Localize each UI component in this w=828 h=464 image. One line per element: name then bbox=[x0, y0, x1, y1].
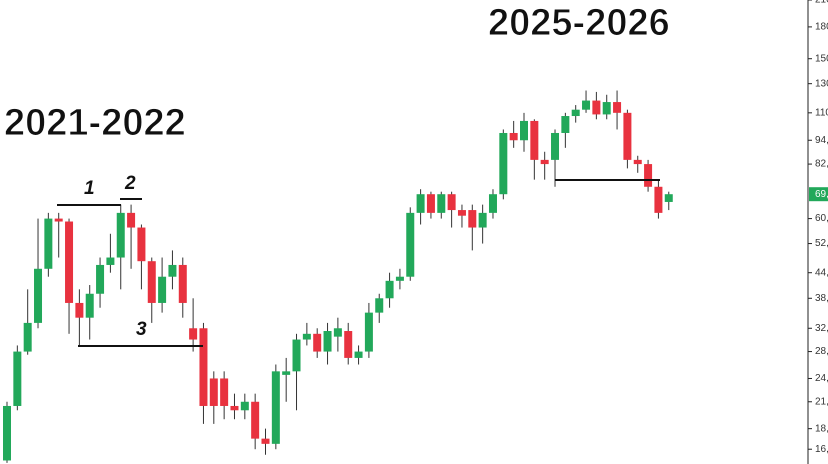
y-tick-label: 130 bbox=[815, 78, 828, 89]
y-tick-label: 110 bbox=[815, 107, 828, 118]
candle-body bbox=[333, 328, 342, 337]
candle-body bbox=[178, 264, 187, 303]
candle-body bbox=[251, 401, 260, 439]
candle-body bbox=[127, 212, 136, 228]
y-tick-label: 21, bbox=[815, 396, 828, 407]
pattern-label: 1 bbox=[84, 178, 95, 199]
candle-body bbox=[520, 120, 528, 141]
candle-body bbox=[592, 100, 601, 115]
y-tick-label: 16, bbox=[815, 444, 828, 455]
candle-body bbox=[468, 210, 477, 228]
candle-body bbox=[34, 268, 43, 323]
pattern-label: 2 bbox=[124, 173, 136, 194]
candle-body bbox=[457, 210, 466, 216]
candle-body bbox=[344, 331, 353, 358]
candle-body bbox=[147, 261, 156, 303]
candle-body bbox=[137, 227, 146, 262]
y-tick-label: 28, bbox=[815, 346, 828, 357]
y-tick-label: 210 bbox=[815, 0, 828, 6]
candle-body bbox=[375, 298, 384, 313]
candle-body bbox=[302, 333, 311, 340]
last-price-label: 69, bbox=[815, 189, 828, 200]
candle-body bbox=[623, 112, 632, 160]
candle-body bbox=[313, 333, 322, 352]
candle-body bbox=[168, 264, 177, 277]
candle-body bbox=[323, 331, 332, 352]
candle-body bbox=[189, 328, 198, 340]
candle-body bbox=[230, 405, 239, 411]
y-tick-label: 18, bbox=[815, 423, 828, 434]
candle-body bbox=[613, 102, 622, 113]
candle-body bbox=[633, 159, 642, 165]
y-tick-label: 60, bbox=[815, 213, 828, 224]
candle-body bbox=[551, 132, 560, 160]
candle-body bbox=[664, 194, 673, 202]
candle-body bbox=[354, 351, 363, 358]
candle-body bbox=[65, 221, 74, 303]
candle-body bbox=[364, 312, 373, 352]
y-tick-label: 82, bbox=[815, 159, 828, 170]
candle-body bbox=[85, 293, 94, 318]
last-price-tag bbox=[809, 187, 828, 202]
candle-body bbox=[561, 116, 570, 133]
candle-body bbox=[478, 212, 487, 228]
candle-body bbox=[220, 378, 229, 406]
candle-body bbox=[582, 100, 591, 110]
period-title: 2025-2026 bbox=[488, 2, 670, 44]
y-tick-label: 94, bbox=[815, 135, 828, 146]
y-tick-label: 32, bbox=[815, 323, 828, 334]
candle-body bbox=[96, 264, 105, 294]
period-title: 2021-2022 bbox=[4, 102, 186, 144]
candle-body bbox=[282, 371, 291, 375]
y-tick-label: 38, bbox=[815, 293, 828, 304]
candle-body bbox=[13, 351, 22, 406]
y-tick-label: 180 bbox=[815, 22, 828, 33]
candle-body bbox=[644, 164, 653, 187]
candle-body bbox=[530, 120, 539, 160]
y-tick-label: 44, bbox=[815, 267, 828, 278]
candle-body bbox=[271, 371, 280, 444]
candle-body bbox=[199, 328, 208, 406]
candle-body bbox=[499, 132, 508, 195]
candle-body bbox=[406, 212, 415, 277]
candle-body bbox=[602, 102, 611, 115]
y-tick-label: 24, bbox=[815, 373, 828, 384]
candle-body bbox=[116, 212, 125, 258]
candle-body bbox=[488, 194, 497, 213]
candle-body bbox=[54, 218, 63, 222]
candle-body bbox=[75, 302, 84, 318]
candle-body bbox=[416, 194, 425, 213]
candle-body bbox=[261, 438, 270, 444]
candle-body bbox=[23, 322, 32, 352]
candle-body bbox=[395, 276, 404, 281]
candle-body bbox=[240, 401, 249, 411]
y-tick-label: 52, bbox=[815, 238, 828, 249]
y-tick-label: 150 bbox=[815, 53, 828, 64]
candle-body bbox=[447, 194, 456, 211]
candle-body bbox=[654, 186, 663, 213]
candles bbox=[3, 90, 673, 463]
pattern-label: 3 bbox=[136, 319, 147, 340]
candle-body bbox=[209, 378, 218, 406]
candle-body bbox=[571, 109, 580, 117]
candle-body bbox=[509, 132, 518, 141]
candle-body bbox=[3, 405, 11, 461]
candle-body bbox=[426, 194, 435, 213]
candle-body bbox=[44, 218, 53, 269]
candle-body bbox=[292, 339, 301, 372]
candle-body bbox=[106, 257, 115, 265]
candle-body bbox=[540, 159, 549, 165]
candle-body bbox=[437, 194, 446, 213]
candle-body bbox=[385, 280, 394, 299]
candle-body bbox=[158, 276, 167, 303]
